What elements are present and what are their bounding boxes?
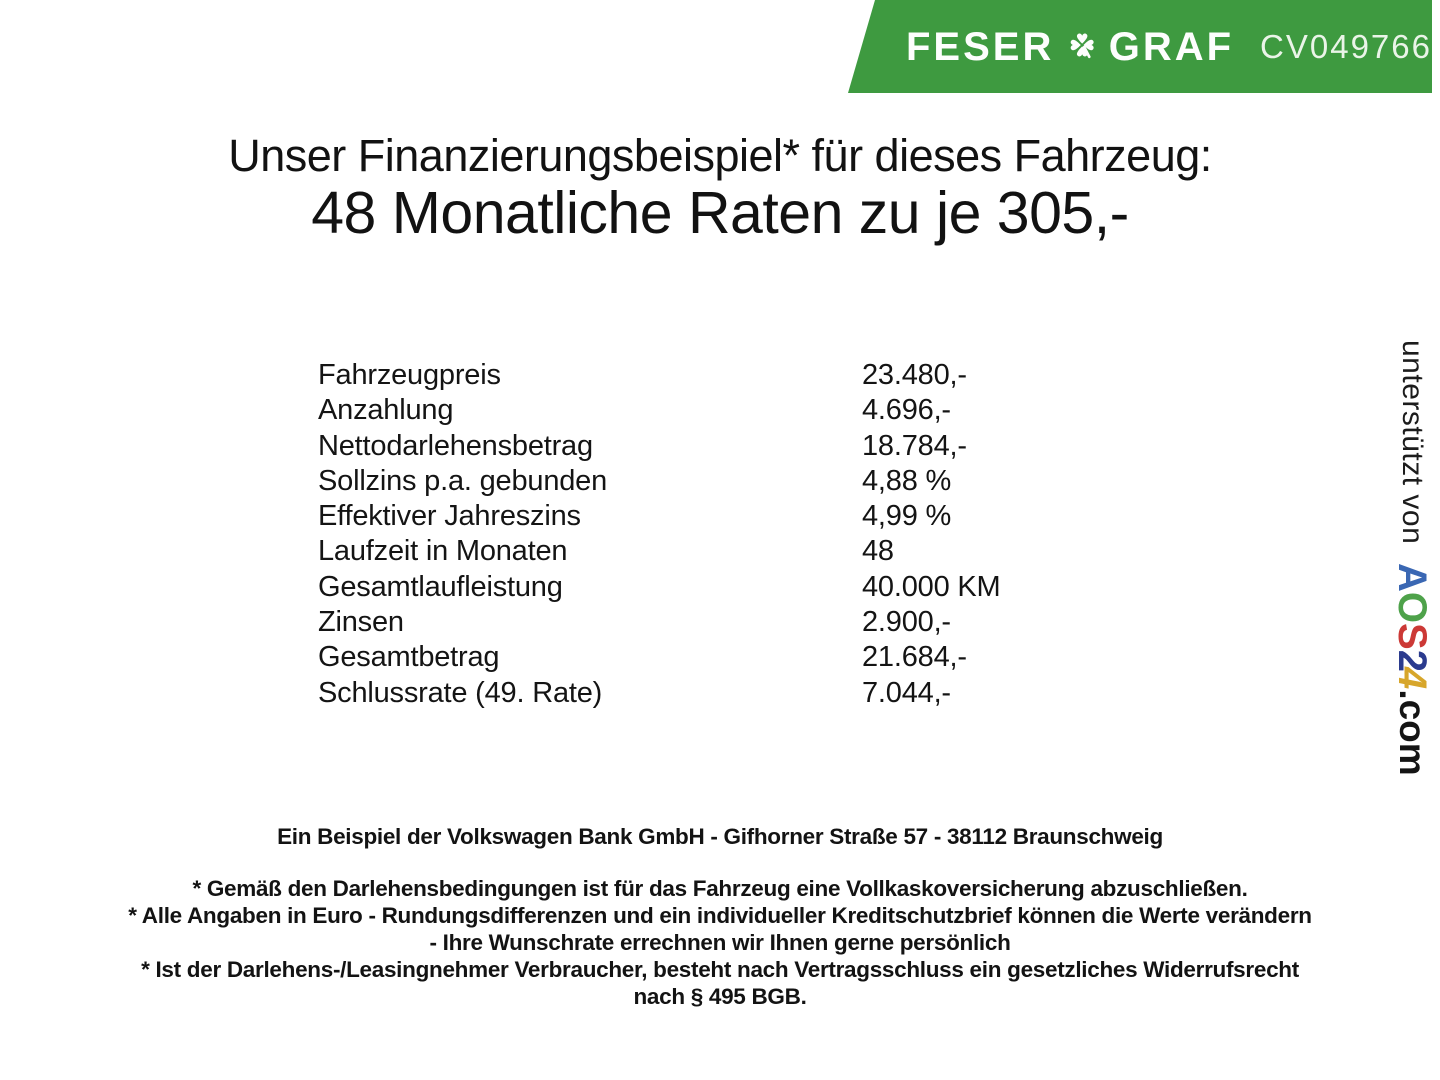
brand-banner: FESER GRAF CV049766 [848, 0, 1432, 93]
finance-row-label: Fahrzeugpreis [318, 359, 501, 391]
aos24-domain-suffix: .com [1392, 689, 1433, 776]
supported-by-watermark: unterstützt von AOS24.com [1389, 340, 1434, 776]
finance-row: Schlussrate (49. Rate) 7.044,- [318, 676, 1000, 711]
finance-row: Nettodarlehensbetrag 18.784,- [318, 429, 1000, 464]
supported-by-label: unterstützt von [1396, 340, 1429, 554]
finance-row: Fahrzeugpreis 23.480,- [318, 358, 1000, 393]
finance-row: Sollzins p.a. gebunden 4,88 % [318, 464, 1000, 499]
bank-address-line: Ein Beispiel der Volkswagen Bank GmbH - … [277, 824, 1163, 849]
brand-name-left: FESER [906, 24, 1055, 69]
disclaimer-line: * Gemäß den Darlehensbedingungen ist für… [192, 876, 1248, 901]
finance-table: Fahrzeugpreis 23.480,- Anzahlung 4.696,- Net… [318, 358, 1001, 711]
disclaimer-line: - Ihre Wunschrate errechnen wir Ihnen ge… [429, 930, 1011, 955]
offer-rate-headline: 48 Monatliche Raten zu je 305,- [311, 180, 1129, 246]
disclaimer-block: * Gemäß den Darlehensbedingungen ist für… [0, 875, 1440, 1010]
finance-row-value: 40.000 KM [862, 570, 1001, 603]
aos24-logo-letter: O [1390, 592, 1434, 624]
four-leaf-clover-icon [1071, 33, 1094, 58]
finance-row: Effektiver Jahreszins 4,99 % [318, 499, 1000, 534]
aos24-logo-letter: S [1390, 623, 1434, 650]
finance-row-value: 4,99 % [862, 500, 952, 533]
finance-row: Gesamtlaufleistung 40.000 KM [318, 570, 1001, 605]
disclaimer-line: nach § 495 BGB. [633, 984, 807, 1009]
finance-row-label: Schlussrate (49. Rate) [318, 676, 603, 709]
finance-row-value: 4,88 % [862, 464, 952, 497]
finance-row-label: Zinsen [318, 606, 404, 639]
finance-row-label: Gesamtlaufleistung [318, 570, 563, 603]
finance-row-label: Laufzeit in Monaten [318, 535, 568, 568]
aos24-logo-letter: 4 [1390, 667, 1434, 690]
finance-row-label: Nettodarlehensbetrag [318, 429, 593, 462]
brand-name-right: GRAF [1108, 24, 1235, 69]
disclaimer-line: * Alle Angaben in Euro - Rundungsdiffere… [128, 903, 1312, 928]
finance-row-value: 48 [862, 535, 894, 568]
aos24-logo: AOS24 [1390, 553, 1434, 689]
finance-row: Anzahlung 4.696,- [318, 393, 1000, 428]
disclaimer-line: * Ist der Darlehens-/Leasingnehmer Verbr… [141, 957, 1299, 982]
finance-row-label: Effektiver Jahreszins [318, 500, 581, 533]
finance-row: Gesamtbetrag 21.684,- [318, 640, 1000, 675]
finance-row-value: 2.900,- [862, 606, 951, 639]
finance-row-label: Gesamtbetrag [318, 641, 500, 674]
offer-title: Unser Finanzierungsbeispiel* für dieses … [228, 130, 1212, 181]
finance-row: Laufzeit in Monaten 48 [318, 534, 1000, 569]
finance-row-value: 4.696,- [862, 394, 951, 427]
finance-row-value: 7.044,- [862, 676, 951, 709]
aos24-logo-letter: A [1390, 563, 1434, 592]
vehicle-code: CV049766 [1260, 28, 1432, 65]
finance-row-value: 21.684,- [862, 641, 967, 674]
finance-row-label: Anzahlung [318, 394, 454, 427]
finance-row: Zinsen 2.900,- [318, 605, 1000, 640]
finance-row-value: 18.784,- [862, 429, 967, 462]
aos24-logo-letter: 2 [1390, 649, 1434, 673]
finance-row-value: 23.480,- [862, 359, 967, 391]
finance-row-label: Sollzins p.a. gebunden [318, 464, 608, 497]
